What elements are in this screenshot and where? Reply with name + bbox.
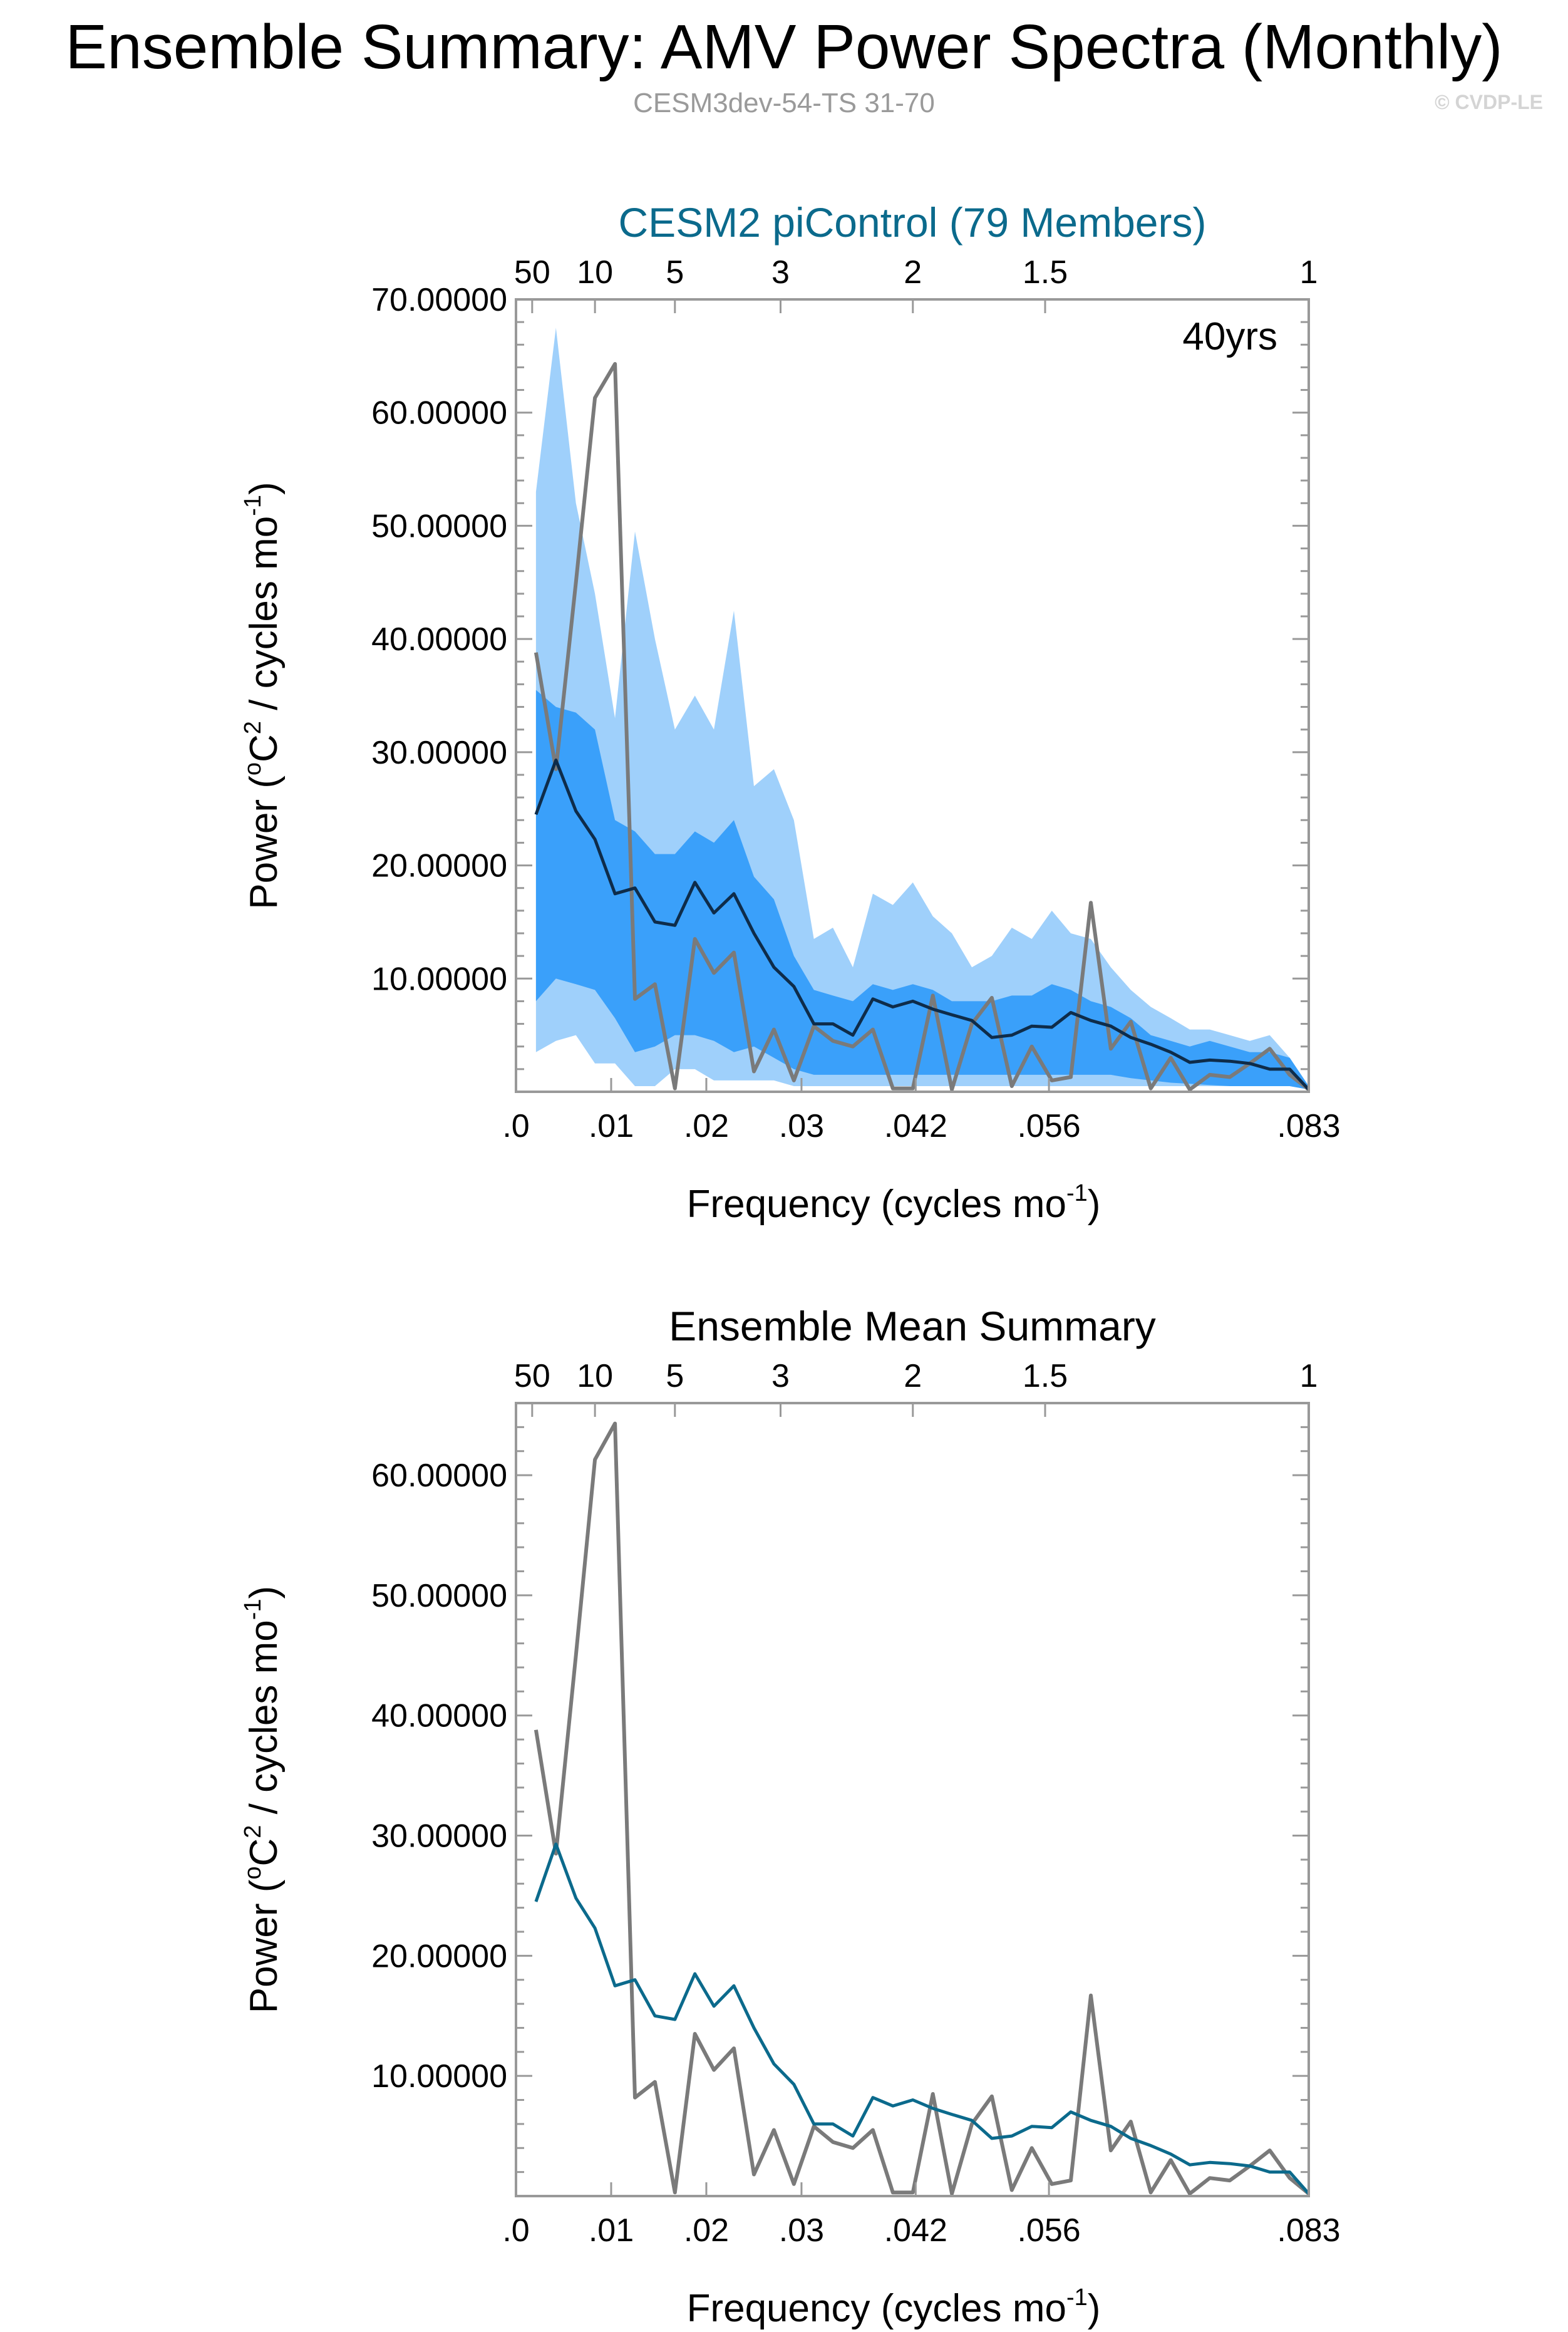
y-label-sup: 2	[240, 721, 266, 734]
x-tick-label: .03	[779, 1108, 824, 1144]
x-axis-label: Frequency (cycles mo-1)	[687, 1180, 1101, 1226]
x-axis-label-end: )	[1088, 2287, 1101, 2330]
y-tick-label: 10.00000	[371, 961, 507, 997]
y-tick-label: 40.00000	[371, 1698, 507, 1734]
x-tick-label: .0	[502, 2212, 529, 2249]
x-tick-label: .083	[1277, 1108, 1340, 1144]
x-tick-label: .01	[589, 2212, 634, 2249]
ensemble-spectrum-line	[534, 759, 1310, 1091]
y-tick-label: 60.00000	[371, 1458, 507, 1494]
y-label-sup: o	[240, 762, 266, 775]
y-axis-label: Power (oC2 / cycles mo-1)	[240, 1586, 286, 2013]
y-tick-label: 70.00000	[371, 282, 507, 318]
y-label-part: )	[242, 482, 286, 495]
top-period-label: 1	[1300, 254, 1318, 291]
spread-band-inner	[535, 690, 1309, 1090]
y-tick-label: 30.00000	[371, 735, 507, 771]
x-tick-label: .056	[1017, 1108, 1080, 1144]
y-tick-label: 10.00000	[371, 2058, 507, 2095]
top-period-label: 10	[577, 1358, 613, 1394]
x-tick-label: .02	[684, 1108, 729, 1144]
top-period-label: 10	[577, 254, 613, 291]
x-tick-label: .0	[502, 1108, 529, 1144]
x-axis-label: Frequency (cycles mo-1)	[687, 2284, 1101, 2330]
y-label-part: / cycles mo	[242, 516, 286, 721]
ensemble-spectrum-line	[534, 1842, 1310, 2195]
top-period-label: 1.5	[1023, 1358, 1068, 1394]
y-tick-label: 30.00000	[371, 1818, 507, 1855]
x-axis-label-text: Frequency (cycles mo	[687, 1183, 1066, 1226]
y-tick-label: 40.00000	[371, 621, 507, 658]
y-label-part: Power (	[242, 775, 286, 909]
y-label-sup: 2	[240, 1825, 266, 1838]
top-period-label: 5	[666, 254, 684, 291]
top-period-label: 3	[771, 1358, 790, 1394]
chart-panel-2: 10.00000 20.00000 30.00000 40.00000 50.00000…	[240, 1303, 1341, 2330]
y-label-part: / cycles mo	[242, 1620, 286, 1825]
top-period-label: 3	[771, 254, 790, 291]
period-annotation: 40yrs	[1182, 315, 1277, 358]
y-tick-label: 50.00000	[371, 508, 507, 544]
y-label-part: C	[242, 1838, 286, 1867]
x-axis-label-sup: -1	[1066, 2284, 1088, 2311]
y-tick-label: 60.00000	[371, 395, 507, 432]
y-label-part: C	[242, 734, 286, 762]
top-period-label: 2	[904, 1358, 922, 1394]
x-axis-label-end: )	[1088, 1183, 1101, 1226]
panel-title: Ensemble Mean Summary	[669, 1303, 1156, 1349]
x-tick-label: .042	[884, 2212, 947, 2249]
y-axis-label: Power (oC2 / cycles mo-1)	[240, 482, 286, 909]
page-title: Ensemble Summary: AMV Power Spectra (Mon…	[65, 12, 1503, 82]
y-label-part: Power (	[242, 1879, 286, 2013]
panel-title: CESM2 piControl (79 Members)	[619, 199, 1207, 246]
x-tick-label: .042	[884, 1108, 947, 1144]
x-tick-label: .02	[684, 2212, 729, 2249]
x-axis-label-sup: -1	[1066, 1180, 1088, 1206]
page-subtitle: CESM3dev-54-TS 31-70	[633, 88, 935, 118]
top-period-label: 1.5	[1023, 254, 1068, 291]
y-tick-label: 20.00000	[371, 1938, 507, 1974]
y-label-sup: o	[240, 1866, 266, 1879]
top-period-label: 50	[514, 254, 550, 291]
x-tick-label: .03	[779, 2212, 824, 2249]
chart-panel-1: 10.00000 20.00000 30.00000 40.00000 50.00000…	[240, 199, 1341, 1226]
top-period-label: 1	[1300, 1358, 1318, 1394]
top-period-label: 2	[904, 254, 922, 291]
x-axis-label-text: Frequency (cycles mo	[687, 2287, 1066, 2330]
top-period-label: 5	[666, 1358, 684, 1394]
y-label-part: )	[242, 1586, 286, 1599]
x-tick-label: .083	[1277, 2212, 1340, 2249]
y-tick-label: 50.00000	[371, 1578, 507, 1614]
y-label-sup: -1	[240, 1599, 266, 1620]
y-label-sup: -1	[240, 495, 266, 516]
x-tick-label: .056	[1017, 2212, 1080, 2249]
x-tick-label: .01	[589, 1108, 634, 1144]
top-period-label: 50	[514, 1358, 550, 1394]
copyright-label: © CVDP-LE	[1435, 91, 1543, 113]
y-tick-label: 20.00000	[371, 848, 507, 884]
model-spectrum-line	[534, 1421, 1310, 2196]
model-spectrum-line	[534, 362, 1310, 1092]
